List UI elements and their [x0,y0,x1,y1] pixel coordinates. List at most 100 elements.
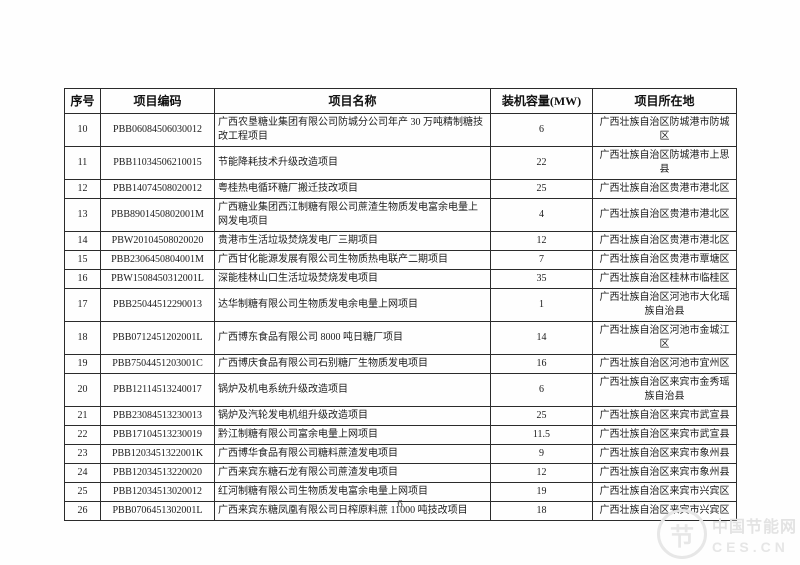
cell-code: PBB11034506210015 [100,146,215,180]
cell-capacity: 12 [490,231,593,251]
cell-code: PBB0706451302001L [100,501,215,521]
column-header: 项目所在地 [592,88,737,114]
project-table: 序号 项目编码 项目名称 装机容量(MW) 项目所在地 10 PBB06084506030… [64,88,737,521]
cell-capacity: 7 [490,250,593,270]
cell-capacity: 35 [490,269,593,289]
cell-name: 锅炉及汽轮发电机组升级改造项目 [214,406,491,426]
cell-name: 广西来宾东糖石龙有限公司蔗渣发电项目 [214,463,491,483]
watermark-logo-glyph: 节 [669,524,694,551]
cell-capacity: 25 [490,406,593,426]
cell-location: 广西壮族自治区贵港市港北区 [592,231,737,251]
cell-code: PBB2306450804001M [100,250,215,270]
cell-capacity: 11.5 [490,425,593,445]
cell-name: 深能桂林山口生活垃圾焚烧发电项目 [214,269,491,289]
cell-location: 广西壮族自治区贵港市港北区 [592,179,737,199]
cell-location: 广西壮族自治区河池市宜州区 [592,354,737,374]
cell-code: PBB25044512290013 [100,288,215,322]
cell-code: PBB1203451322001K [100,444,215,464]
cell-location: 广西壮族自治区来宾市金秀瑶族自治县 [592,373,737,407]
cell-location: 广西壮族自治区来宾市武宣县 [592,425,737,445]
table-row: 20 PBB12114513240017 锅炉及机电系统升级改造项目 6 广西壮族自治区… [64,373,737,407]
cell-seq: 13 [64,198,101,232]
cell-name: 贵港市生活垃圾焚烧发电厂三期项目 [214,231,491,251]
cell-location: 广西壮族自治区防城港市防城区 [592,113,737,147]
table-row: 21 PBB23084513230013 锅炉及汽轮发电机组升级改造项目 25 广西壮族… [64,406,737,426]
cell-location: 广西壮族自治区河池市大化瑶族自治县 [592,288,737,322]
cell-name: 节能降耗技术升级改造项目 [214,146,491,180]
cell-name: 广西糖业集团西江制糖有限公司蔗渣生物质发电富余电量上网发电项目 [214,198,491,232]
cell-code: PBB7504451203001C [100,354,215,374]
table-row: 22 PBB17104513230019 黔江制糖有限公司富余电量上网项目 11.5 广… [64,425,737,445]
cell-seq: 10 [64,113,101,147]
page-number: 6 [397,498,403,510]
table-row: 13 PBB8901450802001M 广西糖业集团西江制糖有限公司蔗渣生物质发电… [64,198,737,232]
cell-capacity: 22 [490,146,593,180]
table-body: 10 PBB06084506030012 广西农垦糖业集团有限公司防城分公司年产 3… [64,113,737,521]
cell-code: PBB12114513240017 [100,373,215,407]
cell-location: 广西壮族自治区河池市金城江区 [592,321,737,355]
watermark-site-domain: CES.CN [711,539,789,555]
cell-seq: 16 [64,269,101,289]
cell-capacity: 1 [490,288,593,322]
watermark-site-name: 中国节能网 [711,519,797,536]
cell-capacity: 9 [490,444,593,464]
cell-code: PBB8901450802001M [100,198,215,232]
cell-seq: 11 [64,146,101,180]
cell-capacity: 12 [490,463,593,483]
cell-name: 广西甘化能源发展有限公司生物质热电联产二期项目 [214,250,491,270]
table-row: 19 PBB7504451203001C 广西博庆食品有限公司石别糖厂生物质发电项目… [64,354,737,374]
cell-name: 广西博庆食品有限公司石别糖厂生物质发电项目 [214,354,491,374]
cell-code: PBB0712451202001L [100,321,215,355]
cell-code: PBB23084513230013 [100,406,215,426]
cell-code: PBB14074508020012 [100,179,215,199]
cell-seq: 17 [64,288,101,322]
cell-code: PBB17104513230019 [100,425,215,445]
column-header: 装机容量(MW) [490,88,593,114]
cell-name: 广西博华食品有限公司糖料蔗渣发电项目 [214,444,491,464]
cell-seq: 19 [64,354,101,374]
cell-name: 黔江制糖有限公司富余电量上网项目 [214,425,491,445]
cell-capacity: 25 [490,179,593,199]
watermark-logo-icon: 节 [656,509,707,559]
cell-seq: 20 [64,373,101,407]
cell-capacity: 4 [490,198,593,232]
cell-code: PBW1508450312001L [100,269,215,289]
table-row: 10 PBB06084506030012 广西农垦糖业集团有限公司防城分公司年产 3… [64,113,737,147]
cell-location: 广西壮族自治区防城港市上思县 [592,146,737,180]
cell-name: 粤桂热电循环糖厂搬迁技改项目 [214,179,491,199]
cell-name: 达华制糖有限公司生物质发电余电量上网项目 [214,288,491,322]
cell-capacity: 16 [490,354,593,374]
cell-seq: 14 [64,231,101,251]
cell-seq: 15 [64,250,101,270]
cell-location: 广西壮族自治区来宾市武宣县 [592,406,737,426]
table-row: 18 PBB0712451202001L 广西博东食品有限公司 8000 吨日糖厂项… [64,321,737,355]
cell-name: 广西来宾东糖凤凰有限公司日榨原料蔗 11000 吨技改项目 [214,501,491,521]
cell-seq: 18 [64,321,101,355]
cell-location: 广西壮族自治区贵港市港北区 [592,198,737,232]
column-header: 项目名称 [214,88,491,114]
cell-capacity: 14 [490,321,593,355]
cell-location: 广西壮族自治区来宾市象州县 [592,444,737,464]
table-row: 23 PBB1203451322001K 广西博华食品有限公司糖料蔗渣发电项目 9 广西… [64,444,737,464]
cell-location: 广西壮族自治区桂林市临桂区 [592,269,737,289]
cell-location: 广西壮族自治区贵港市覃塘区 [592,250,737,270]
cell-seq: 12 [64,179,101,199]
cell-seq: 21 [64,406,101,426]
cell-seq: 22 [64,425,101,445]
table-row: 17 PBB25044512290013 达华制糖有限公司生物质发电余电量上网项目 1… [64,288,737,322]
cell-seq: 23 [64,444,101,464]
cell-code: PBB06084506030012 [100,113,215,147]
cell-name: 广西博东食品有限公司 8000 吨日糖厂项目 [214,321,491,355]
table-row: 24 PBB12034513220020 广西来宾东糖石龙有限公司蔗渣发电项目 12 广… [64,463,737,483]
table-row: 12 PBB14074508020012 粤桂热电循环糖厂搬迁技改项目 25 广西壮族自… [64,179,737,199]
table-header-row: 序号 项目编码 项目名称 装机容量(MW) 项目所在地 [64,88,737,114]
watermark: 节 中国节能网 CES.CN [656,509,797,559]
table-row: 25 PBB12034513020012 红河制糖有限公司生物质发电富余电量上网项目… [64,482,737,502]
cell-seq: 24 [64,463,101,483]
table-row: 26 PBB0706451302001L 广西来宾东糖凤凰有限公司日榨原料蔗 110… [64,501,737,521]
cell-capacity: 6 [490,113,593,147]
column-header: 项目编码 [100,88,215,114]
column-header: 序号 [64,88,101,114]
cell-location: 广西壮族自治区来宾市象州县 [592,463,737,483]
